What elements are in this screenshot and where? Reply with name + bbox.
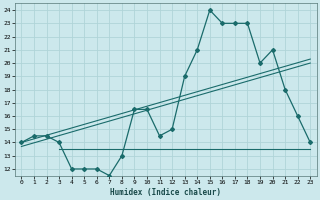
- X-axis label: Humidex (Indice chaleur): Humidex (Indice chaleur): [110, 188, 221, 197]
